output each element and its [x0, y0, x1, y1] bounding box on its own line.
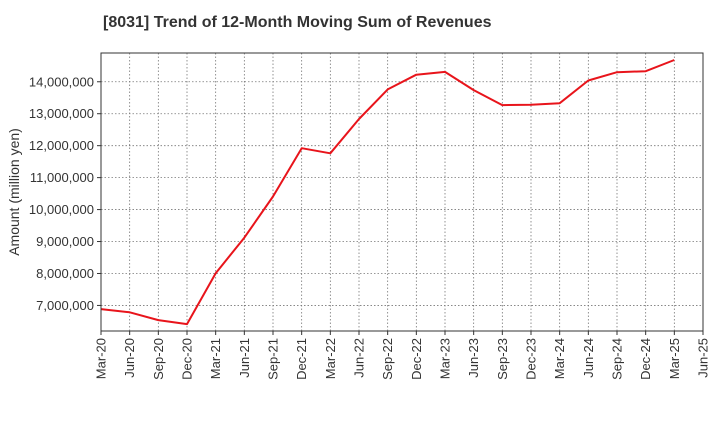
- x-tick-label: Dec-20: [180, 338, 195, 380]
- x-tick-label: Sep-21: [266, 338, 281, 380]
- y-tick-label: 12,000,000: [29, 138, 94, 153]
- x-tick-labels: Mar-20 Jun-20 Sep-20 Dec-20 Mar-21 Jun-21 Sep-…: [94, 331, 711, 380]
- plot-frame: [100, 52, 704, 332]
- x-tick-label: Sep-23: [495, 338, 510, 380]
- x-tick-label: Sep-22: [380, 338, 395, 380]
- y-tick-label: 13,000,000: [29, 106, 94, 121]
- y-tick-label: 8,000,000: [36, 266, 94, 281]
- y-tick-label: 11,000,000: [30, 170, 94, 185]
- x-tick-label: Jun-20: [122, 338, 137, 378]
- x-tick-label: Dec-23: [524, 338, 539, 380]
- y-tick-label: 9,000,000: [36, 234, 94, 249]
- chart-title: [8031] Trend of 12-Month Moving Sum of R…: [103, 14, 492, 31]
- series-line-revenues: [100, 59, 675, 326]
- x-tick-label: Mar-22: [323, 338, 338, 379]
- x-tick-label: Jun-22: [352, 338, 367, 378]
- x-tick-label: Mar-21: [208, 338, 223, 379]
- x-tick-label: Mar-24: [552, 338, 567, 379]
- x-tick-label: Dec-22: [409, 338, 424, 380]
- x-tick-label: Dec-21: [294, 338, 309, 380]
- grid-lines: [101, 53, 703, 331]
- x-tick-label: Mar-25: [667, 338, 682, 379]
- x-tick-label: Sep-24: [610, 338, 625, 380]
- x-tick-label: Mar-20: [94, 338, 109, 379]
- y-axis-title: Amount (million yen): [6, 128, 22, 256]
- x-tick-label: Dec-24: [638, 338, 653, 380]
- x-tick-label: Jun-21: [237, 338, 252, 378]
- x-tick-label: Jun-23: [466, 338, 481, 378]
- x-tick-label: Mar-23: [438, 338, 453, 379]
- y-tick-label: 14,000,000: [29, 74, 94, 89]
- x-tick-label: Sep-20: [151, 338, 166, 380]
- y-tick-label: 7,000,000: [36, 298, 94, 313]
- y-tick-label: 10,000,000: [29, 202, 94, 217]
- y-tick-labels: 7,000,000 8,000,000 9,000,000 10,000,000 11,…: [29, 74, 101, 313]
- series-lines: [100, 59, 675, 326]
- x-tick-label: Jun-24: [581, 338, 596, 378]
- x-tick-label: Jun-25: [696, 338, 711, 378]
